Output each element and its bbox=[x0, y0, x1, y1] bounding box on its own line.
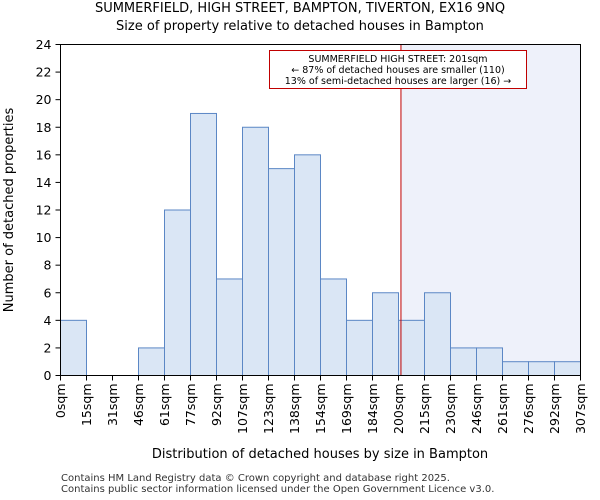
x-tick-label: 261sqm bbox=[495, 384, 510, 434]
footer-line-2: Contains public sector information licen… bbox=[61, 484, 495, 495]
y-tick-label: 12 bbox=[36, 203, 52, 218]
annotation-line-2: ← 87% of detached houses are smaller (11… bbox=[291, 65, 504, 76]
x-tick-label: 92sqm bbox=[209, 384, 224, 427]
bar bbox=[190, 112, 217, 376]
annotation-line-3: 13% of semi-detached houses are larger (… bbox=[285, 76, 512, 87]
y-tick-label: 22 bbox=[36, 65, 52, 80]
annotation-line-1: SUMMERFIELD HIGH STREET: 201sqm bbox=[308, 54, 487, 65]
bar bbox=[450, 347, 477, 376]
x-tick-label: 138sqm bbox=[287, 384, 302, 434]
bar bbox=[268, 168, 295, 376]
y-axis-label: Number of detached properties bbox=[2, 108, 17, 313]
bar bbox=[528, 361, 555, 377]
footer-line-1: Contains HM Land Registry data © Crown c… bbox=[61, 473, 450, 484]
y-tick-label: 18 bbox=[36, 120, 52, 135]
x-tick-label: 77sqm bbox=[183, 384, 198, 427]
bar bbox=[554, 361, 581, 377]
chart-subtitle: Size of property relative to detached ho… bbox=[116, 19, 484, 34]
y-tick-label: 8 bbox=[44, 258, 52, 273]
bar bbox=[138, 347, 165, 376]
y-tick-label: 2 bbox=[44, 340, 52, 355]
annotation-border bbox=[269, 50, 527, 89]
x-tick-label: 307sqm bbox=[573, 384, 588, 434]
x-tick-label: 246sqm bbox=[469, 384, 484, 434]
bar bbox=[294, 154, 321, 376]
y-tick-label: 16 bbox=[36, 147, 52, 162]
x-tick-label: 15sqm bbox=[79, 384, 94, 427]
y-tick-label: 4 bbox=[44, 313, 52, 328]
x-tick-label: 200sqm bbox=[391, 384, 406, 434]
bar bbox=[216, 278, 243, 377]
y-tick-label: 10 bbox=[36, 230, 52, 245]
chart-title: SUMMERFIELD, HIGH STREET, BAMPTON, TIVER… bbox=[94, 1, 506, 16]
bar bbox=[372, 292, 399, 376]
x-tick-label: 46sqm bbox=[131, 384, 146, 427]
x-tick-label: 0sqm bbox=[53, 384, 68, 419]
x-tick-label: 154sqm bbox=[313, 384, 328, 434]
bar bbox=[502, 361, 529, 377]
bar bbox=[320, 278, 347, 377]
x-tick-label: 276sqm bbox=[521, 384, 536, 434]
y-tick-label: 24 bbox=[36, 37, 52, 52]
x-tick-label: 184sqm bbox=[365, 384, 380, 434]
y-tick-label: 20 bbox=[36, 92, 52, 107]
annotation-box: SUMMERFIELD HIGH STREET: 201sqm ← 87% of… bbox=[269, 50, 527, 89]
x-tick-label: 292sqm bbox=[547, 384, 562, 434]
x-axis-label: Distribution of detached houses by size … bbox=[152, 447, 488, 462]
bar bbox=[476, 347, 503, 376]
y-tick-label: 0 bbox=[44, 368, 52, 383]
bar bbox=[242, 126, 269, 376]
x-tick-label: 230sqm bbox=[443, 384, 458, 434]
x-tick-label: 107sqm bbox=[235, 384, 250, 434]
bar bbox=[346, 319, 373, 377]
y-tick-label: 6 bbox=[44, 285, 52, 300]
x-tick-label: 169sqm bbox=[339, 384, 354, 434]
x-tick-label: 61sqm bbox=[157, 384, 172, 427]
bar bbox=[424, 292, 451, 376]
bar bbox=[398, 319, 425, 377]
bar bbox=[164, 209, 191, 376]
bar bbox=[60, 319, 87, 377]
x-tick-label: 215sqm bbox=[417, 384, 432, 434]
x-tick-label: 123sqm bbox=[261, 384, 276, 434]
x-tick-label: 31sqm bbox=[105, 384, 120, 427]
y-tick-label: 14 bbox=[36, 175, 52, 190]
